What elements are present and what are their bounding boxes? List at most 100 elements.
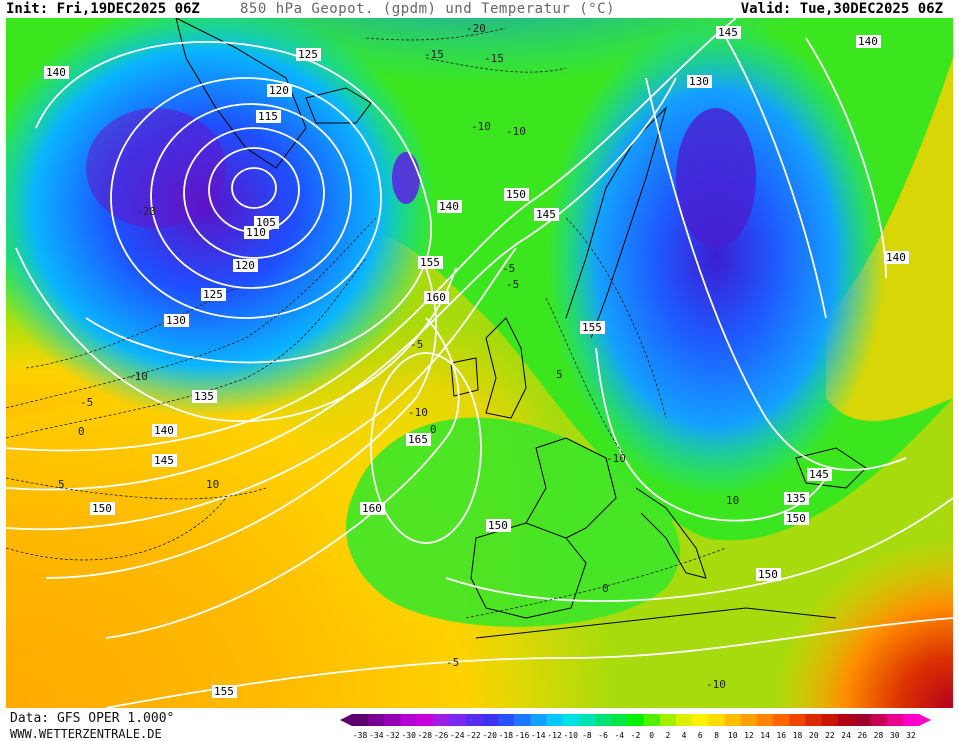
legend-label: -26 [434,731,449,740]
isoline-105 [231,167,277,209]
geopotential-label: 135 [192,390,217,403]
geopotential-label: 150 [90,502,115,515]
legend-swatch [384,714,401,726]
geopotential-label: 130 [164,314,189,327]
geopotential-label-box [856,35,881,48]
legend-swatch [886,714,904,726]
geopotential-label: 155 [418,256,443,269]
geopotential-label: 155 [580,321,605,334]
legend-label: -18 [499,731,514,740]
coast-britain [485,317,527,419]
geopotential-label-box [580,321,605,334]
isotherm-minus15-north [425,57,567,73]
geopotential-label-box [486,519,511,532]
geopotential-label: 150 [486,519,511,532]
isotherm-minus10-east [565,217,667,419]
legend-swatch [643,714,661,726]
legend-label: 0 [649,731,654,740]
geopotential-label-text: 165 [408,433,428,446]
legend-label: 26 [857,731,867,740]
geopotential-label-text: 130 [689,75,709,88]
geopotential-label-box [296,48,321,61]
legend-label: 4 [682,731,687,740]
geopotential-label-text: 145 [536,208,556,221]
legend-label: -12 [547,731,562,740]
temperature-label: 10 [206,478,219,491]
data-source: Data: GFS OPER 1.000° [10,711,175,726]
legend-swatch [870,714,887,726]
legend-swatch [838,714,855,726]
geopotential-label-text: 140 [154,424,174,437]
legend-label: -28 [418,731,433,740]
temperature-label: -10 [128,370,148,383]
geopotential-label-box [437,200,462,213]
geopotential-label-text: 140 [46,66,66,79]
legend-label: 30 [890,731,900,740]
legend-label: -2 [631,731,641,740]
geopotential-label: 125 [201,288,226,301]
geopotential-label-text: 135 [786,492,806,505]
geopotential-label-box [716,26,741,39]
legend-label: -8 [582,731,592,740]
geopotential-label: 145 [807,468,832,481]
legend-label: -16 [515,731,530,740]
geopotential-label-text: 150 [786,512,806,525]
temperature-label: -20 [136,205,156,218]
coast-north-africa [475,607,837,639]
legend-swatch [497,714,515,726]
geopotential-label-layer: 1401251201151051101201251301351401451501… [44,26,909,698]
valid-time: Valid: Tue,30DEC2025 06Z [740,1,943,17]
legend-swatch [692,714,709,726]
geopotential-label-text: 120 [269,84,289,97]
geopotential-label: 145 [152,454,177,467]
geopotential-label-box [192,390,217,403]
website: WWW.WETTERZENTRALE.DE [10,727,162,741]
geopotential-label: 150 [784,512,809,525]
geopotential-label-box [360,502,385,515]
geopotential-label-text: 110 [246,226,266,239]
isoline-155-south [105,617,953,708]
geopotential-label-text: 140 [886,251,906,264]
geopotential-label-box [807,468,832,481]
legend-swatch [530,714,547,726]
temperature-label: -10 [506,125,526,138]
legend-label: 24 [841,731,851,740]
geopotential-label-text: 160 [362,502,382,515]
geopotential-label: 160 [360,502,385,515]
legend-swatch [902,714,920,726]
temperature-label: -15 [484,52,504,65]
geopotential-label-text: 105 [256,216,276,229]
temperature-label: 0 [430,423,437,436]
geopotential-label: 135 [784,492,809,505]
geopotential-label: 120 [267,84,292,97]
temperature-label: -5 [410,338,423,351]
legend-swatch [562,714,580,726]
geopotential-label: 165 [406,433,431,446]
geopotential-label-text: 150 [92,502,112,515]
geopotential-label: 150 [504,188,529,201]
isoline-135-east [725,37,827,319]
color-legend: -38 -34 -32 -30 -28 -26 -24 -22 -20 -18 -16 -14 -12-… [340,714,931,740]
legend-swatch [449,714,466,726]
legend-swatch [676,714,693,726]
legend-label: 2 [665,731,670,740]
isotherm-5 [6,477,267,500]
legend-label: -20 [482,731,497,740]
legend-swatch [481,714,499,726]
isoline-150-south [445,497,953,602]
isoline-155-north [45,267,437,579]
legend-labels: -38 -34 -32 -30 -28 -26 -24 -22 -20 -18 -16 -14 -12-… [353,731,916,740]
coast-italy [635,487,707,579]
geopotential-label-box [152,424,177,437]
geopotential-label-text: 145 [718,26,738,39]
legend-swatch [465,714,482,726]
isoline-115 [183,127,325,259]
legend-label: -24 [450,731,465,740]
coast-black-sea [795,447,867,489]
isoline-145 [6,77,677,491]
geopotential-label-box [267,84,292,97]
geopotential-label-box [201,288,226,301]
geopotential-label-box [504,188,529,201]
geopotential-label-box [687,75,712,88]
geopotential-label-text: 160 [426,291,446,304]
